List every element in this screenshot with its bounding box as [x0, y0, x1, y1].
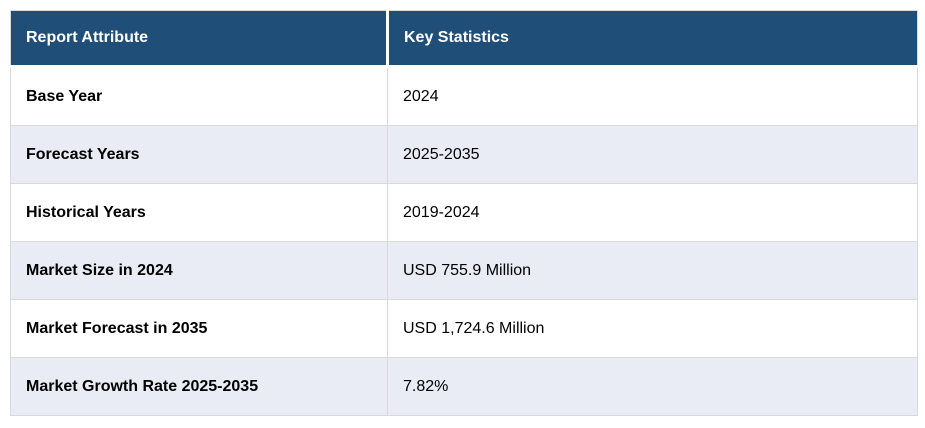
- attribute-cell: Market Growth Rate 2025-2035: [10, 357, 388, 416]
- table-row-historical-years: Historical Years 2019-2024: [10, 183, 918, 242]
- key-statistics-table: Report Attribute Key Statistics Base Yea…: [10, 10, 918, 416]
- value-cell: 2019-2024: [387, 183, 918, 242]
- value-cell: 7.82%: [387, 357, 918, 416]
- value-cell: 2024: [387, 66, 918, 126]
- attribute-cell: Forecast Years: [10, 125, 388, 184]
- attribute-cell: Base Year: [10, 66, 388, 126]
- table-row-forecast-years: Forecast Years 2025-2035: [10, 125, 918, 184]
- attribute-cell: Historical Years: [10, 183, 388, 242]
- table-row-market-size-2024: Market Size in 2024 USD 755.9 Million: [10, 241, 918, 300]
- value-cell: USD 1,724.6 Million: [387, 299, 918, 358]
- table-header-row: Report Attribute Key Statistics: [10, 10, 918, 68]
- table-row-market-forecast-2035: Market Forecast in 2035 USD 1,724.6 Mill…: [10, 299, 918, 358]
- value-cell: USD 755.9 Million: [387, 241, 918, 300]
- table-row-base-year: Base Year 2024: [10, 66, 918, 126]
- value-cell: 2025-2035: [387, 125, 918, 184]
- attribute-cell: Market Forecast in 2035: [10, 299, 388, 358]
- attribute-cell: Market Size in 2024: [10, 241, 388, 300]
- column-header-report-attribute: Report Attribute: [10, 10, 388, 68]
- column-header-key-statistics: Key Statistics: [386, 10, 918, 68]
- table-row-market-growth-rate: Market Growth Rate 2025-2035 7.82%: [10, 357, 918, 416]
